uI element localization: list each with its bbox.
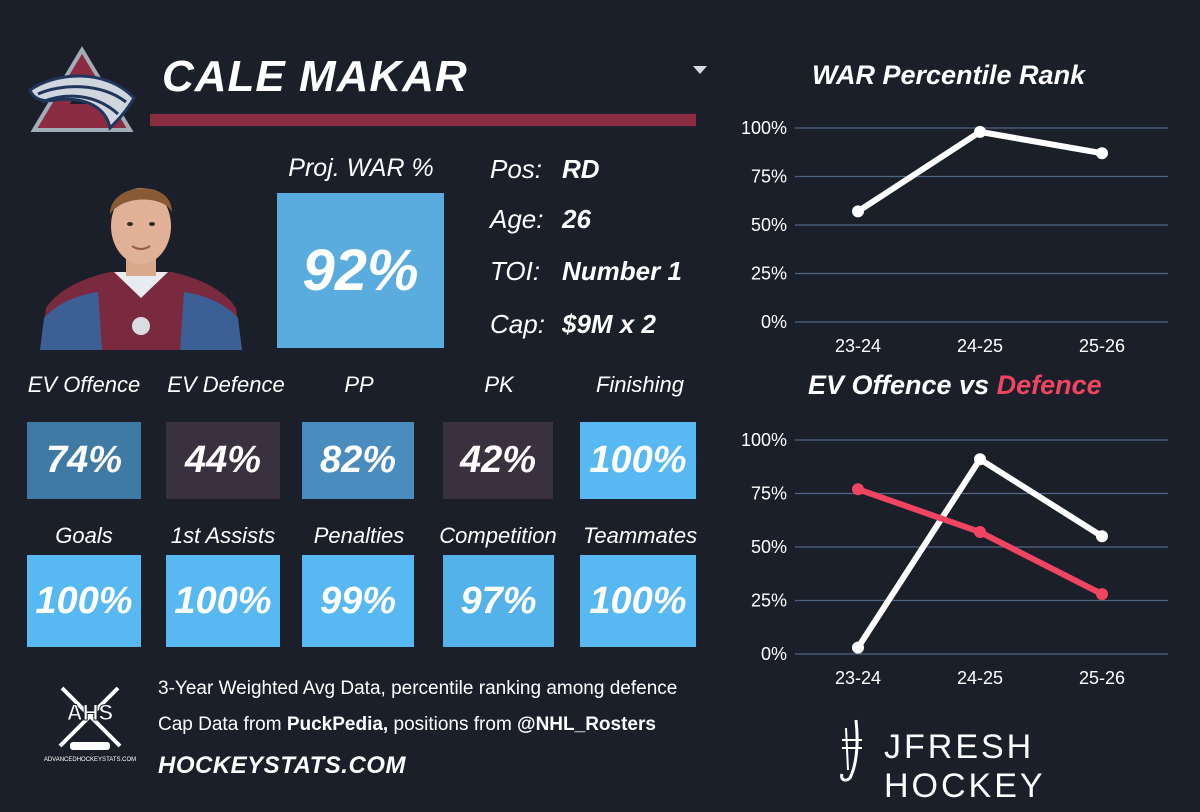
ev-chart-series-ev-offence-point (974, 453, 986, 466)
war-chart-series-war-point (1096, 147, 1108, 160)
ev-chart-x-tick: 23-24 (835, 668, 881, 688)
metric-value-1st-assists: 100% (174, 579, 272, 622)
chart-war-percentile: 0% 25% 50% 75% 100% 23-24 24-25 25-26 (741, 118, 1168, 356)
chart-ev-title-part2: Defence (996, 370, 1102, 400)
metric-value-ev-offence: 74% (45, 439, 123, 481)
metric-label-pk: PK (484, 372, 514, 397)
ev-chart-series-defence-point (974, 526, 986, 539)
brand-name: JFRESH HOCKEY (884, 728, 1046, 805)
metric-box-teammates: 100% (580, 555, 696, 647)
ahs-logo-subtext: ADVANCEDHOCKEYSTATS.COM (44, 757, 136, 763)
war-chart-x-tick: 25-26 (1079, 336, 1125, 356)
metric-box-pk: 42% (443, 422, 553, 499)
player-dropdown-icon[interactable] (693, 66, 707, 74)
war-chart-series-war-line (855, 128, 1105, 215)
metric-value-pk: 42% (459, 439, 537, 481)
metric-label-goals: Goals (55, 523, 113, 548)
war-label: Proj. WAR % (288, 154, 434, 182)
war-chart-y-tick: 25% (751, 264, 787, 284)
metric-box-1st-assists: 100% (166, 555, 280, 647)
ahs-logo: AHS ADVANCEDHOCKEYSTATS.COM (44, 686, 136, 763)
metric-box-ev-offence: 74% (27, 422, 141, 499)
war-chart-x-tick: 23-24 (835, 336, 881, 356)
metric-box-ev-defence: 44% (166, 422, 280, 499)
metric-box-competition: 97% (443, 555, 554, 647)
war-chart-y-tick: 75% (751, 167, 787, 187)
ev-chart-series-ev-offence-point (1096, 530, 1108, 543)
info-key-pos: Pos: (490, 154, 543, 184)
footnote-source-puckpedia: PuckPedia, (286, 714, 389, 735)
player-name: CALE MAKAR (162, 52, 468, 101)
info-key-cap: Cap: (490, 309, 545, 339)
metric-label-teammates: Teammates (582, 523, 698, 548)
metric-label-competition: Competition (439, 523, 557, 548)
chart-ev-title-part1: EV Offence vs (808, 370, 997, 400)
ev-chart-series-ev-offence-line (855, 456, 1105, 651)
footnote-prefix: Cap Data from (158, 714, 287, 735)
chart-ev-title: EV Offence vs Defence (808, 370, 1102, 401)
ev-chart-x-tick: 25-26 (1079, 668, 1125, 688)
metric-box-pp: 82% (302, 422, 414, 499)
metric-label-ev-defence: EV Defence (167, 372, 285, 397)
player-headshot (40, 188, 242, 350)
info-key-toi: TOI: (490, 256, 541, 286)
metric-value-goals: 100% (35, 579, 133, 622)
metric-value-pp: 82% (319, 439, 397, 481)
metric-label-1st-assists: 1st Assists (170, 523, 276, 548)
footnote-data: 3-Year Weighted Avg Data, percentile ran… (158, 678, 678, 699)
metric-value-ev-defence: 44% (184, 439, 262, 481)
metric-box-penalties: 99% (302, 555, 414, 647)
war-box: 92% (277, 193, 444, 348)
ahs-logo-text: AHS (67, 700, 113, 725)
team-logo (28, 46, 136, 132)
info-value-pos: RD (562, 154, 600, 184)
war-chart-series-war-point (852, 205, 864, 218)
metric-value-penalties: 99% (319, 579, 397, 622)
ev-chart-y-tick: 0% (761, 644, 787, 664)
footnote-source-nhl-rosters: @NHL_Rosters (517, 714, 656, 735)
metric-value-finishing: 100% (589, 439, 687, 481)
war-chart-series-war-point (974, 125, 986, 138)
chart-ev-offence-defence: 0% 25% 50% 75% 100% 23-24 24-25 25-26 (741, 430, 1168, 688)
info-value-age: 26 (562, 204, 591, 234)
war-value: 92% (302, 238, 419, 303)
site-url: HOCKEYSTATS.COM (158, 752, 406, 779)
ev-chart-series-ev-offence-point (852, 641, 864, 654)
ev-chart-y-tick: 75% (751, 484, 787, 504)
metric-label-pp: PP (344, 372, 374, 397)
war-chart-y-tick: 0% (761, 312, 787, 332)
metric-label-ev-offence: EV Offence (27, 372, 141, 397)
metric-value-teammates: 100% (589, 579, 687, 622)
footnote-sources: Cap Data from PuckPedia, positions from … (158, 714, 656, 736)
chart-war-title: WAR Percentile Rank (812, 60, 1086, 90)
ev-chart-x-tick: 24-25 (957, 668, 1003, 688)
metric-box-finishing: 100% (580, 422, 696, 499)
war-chart-x-tick: 24-25 (957, 336, 1003, 356)
metric-box-goals: 100% (27, 555, 141, 647)
war-chart-y-tick: 100% (741, 118, 787, 138)
metric-label-penalties: Penalties (313, 523, 405, 548)
metric-value-competition: 97% (460, 579, 537, 622)
info-key-age: Age: (490, 204, 544, 234)
name-underline (150, 114, 696, 126)
ev-chart-y-tick: 50% (751, 537, 787, 557)
metric-label-finishing: Finishing (595, 372, 685, 397)
footnote-middle: positions from (388, 714, 518, 735)
info-value-cap: $9M x 2 (562, 309, 656, 339)
war-chart-y-tick: 50% (751, 215, 787, 235)
ev-chart-series-defence-point (1096, 588, 1108, 601)
ev-chart-y-tick: 25% (751, 591, 787, 611)
ev-chart-series-defence-point (852, 483, 864, 496)
jfresh-logo-icon (840, 719, 862, 782)
info-value-toi: Number 1 (562, 256, 682, 286)
ev-chart-y-tick: 100% (741, 430, 787, 450)
ev-chart-series-defence-line (855, 486, 1105, 598)
